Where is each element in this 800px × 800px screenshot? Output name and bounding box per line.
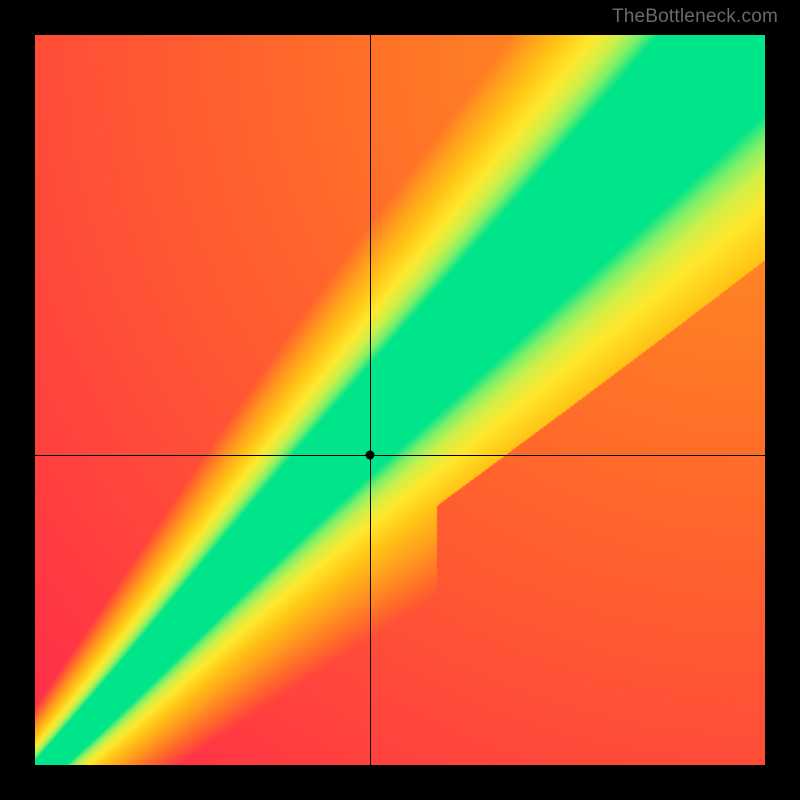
crosshair-vertical — [370, 35, 371, 765]
crosshair-horizontal — [35, 455, 765, 456]
marker-dot — [366, 451, 375, 460]
heatmap-canvas — [35, 35, 765, 765]
watermark-text: TheBottleneck.com — [612, 6, 778, 28]
heatmap-plot — [35, 35, 765, 765]
